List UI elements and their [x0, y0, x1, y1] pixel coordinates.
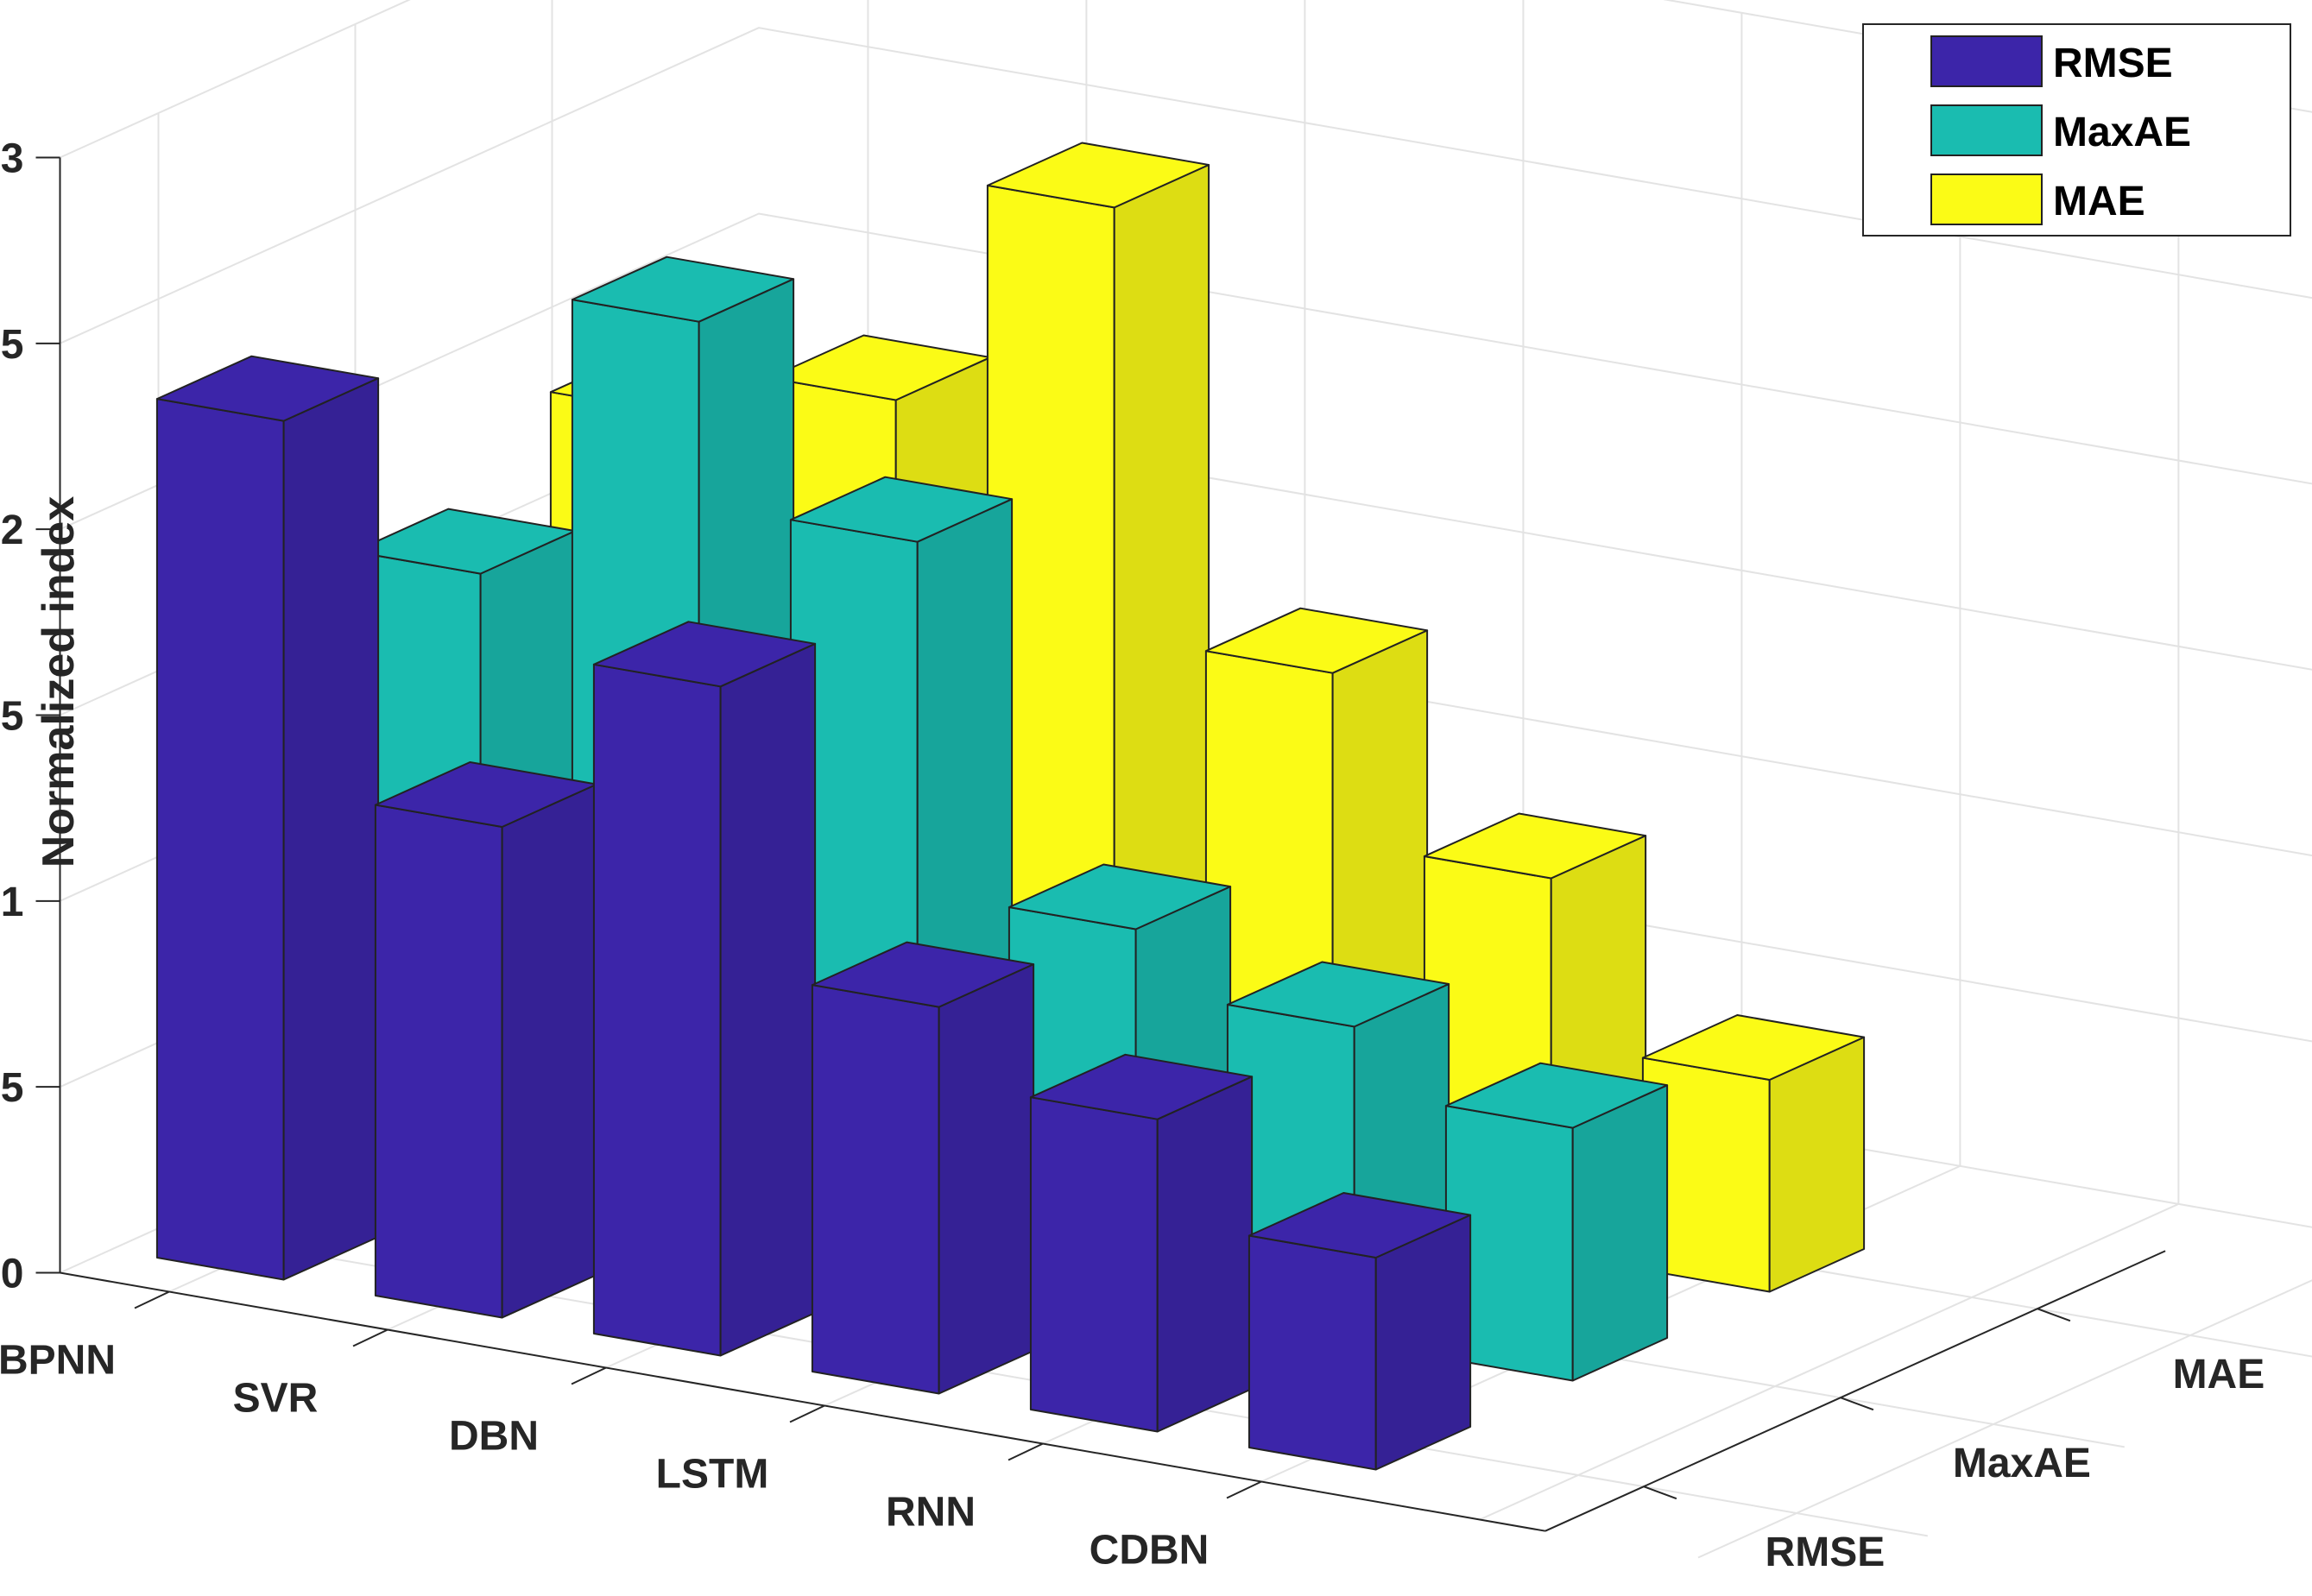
bar-mae-cdbn: [1641, 1014, 1866, 1293]
gridline-floor: [1479, 1202, 2179, 1521]
depth-axis-line: [1544, 1250, 2166, 1532]
bar-side-face: [501, 783, 598, 1319]
legend-label-rmse: RMSE: [2053, 41, 2173, 86]
x-axis-line: [60, 1271, 1546, 1532]
bar-top-face: [811, 941, 1035, 1008]
bar-top-face: [1226, 961, 1450, 1028]
legend-swatch-maxae: [1930, 104, 2043, 156]
bar-side-face: [719, 642, 817, 1357]
bar-rmse-lstm: [811, 941, 1035, 1395]
legend-swatch-mae: [1930, 173, 2043, 225]
bar-front-face: [374, 804, 503, 1319]
bars: [155, 142, 1866, 1471]
bar-top-face: [1008, 863, 1232, 930]
bar-side-face: [1156, 1076, 1254, 1433]
y-tick-label: 0.2: [0, 508, 24, 553]
bar-top-face: [592, 621, 817, 688]
bar-rmse-dbn: [592, 621, 817, 1357]
bar-side-face: [938, 963, 1035, 1395]
y-tick-label: 0: [1, 1252, 24, 1297]
depth-tick-label: MAE: [2173, 1352, 2265, 1397]
depth-tick: [2037, 1308, 2071, 1322]
bar-rmse-rnn: [1029, 1053, 1254, 1433]
bar-top-face: [1029, 1053, 1254, 1120]
legend-label-mae: MAE: [2053, 179, 2145, 224]
x-tick: [134, 1290, 170, 1309]
x-tick: [352, 1328, 388, 1347]
bar-front-face: [592, 663, 722, 1357]
depth-tick: [1643, 1486, 1677, 1500]
bar-top-face: [1423, 812, 1647, 880]
depth-tick-label: MaxAE: [1953, 1441, 2091, 1486]
bar-side-face: [1374, 1214, 1472, 1471]
bar-top-face: [155, 355, 380, 422]
x-tick-label: BPNN: [0, 1338, 116, 1384]
legend-swatch-rmse: [1930, 35, 2043, 87]
bar-front-face: [1248, 1234, 1377, 1471]
x-tick: [789, 1404, 825, 1423]
bar-top-face: [1204, 607, 1429, 674]
x-tick-label: DBN: [449, 1414, 539, 1460]
legend: RMSE MaxAE MAE: [1862, 23, 2291, 237]
axes: [35, 156, 2166, 1532]
bar-rmse-svr: [374, 761, 598, 1319]
bar-top-face: [1248, 1192, 1472, 1259]
depth-tick: [1840, 1397, 1874, 1411]
bar-top-face: [571, 255, 795, 323]
bar-side-face: [282, 377, 380, 1281]
x-tick-label: CDBN: [1090, 1528, 1210, 1574]
bar-rmse-bpnn: [155, 355, 380, 1281]
bar-side-face: [1768, 1036, 1866, 1293]
x-tick-label: RNN: [886, 1490, 976, 1536]
x-tick: [571, 1366, 607, 1385]
depth-tick-label: RMSE: [1766, 1530, 1886, 1575]
legend-label-maxae: MaxAE: [2053, 110, 2191, 155]
y-tick-label: 0.25: [0, 322, 24, 368]
y-tick-label: 0.15: [0, 694, 24, 740]
x-tick: [1226, 1480, 1262, 1499]
x-tick-label: SVR: [233, 1376, 319, 1422]
gridline-floor: [1697, 1279, 2312, 1559]
bar-side-face: [1571, 1084, 1669, 1382]
bar-top-face: [1641, 1014, 1866, 1081]
bar-rmse-cdbn: [1248, 1192, 1472, 1471]
bar-front-face: [1029, 1096, 1159, 1433]
bar-front-face: [155, 398, 285, 1281]
y-axis-title: Normalized index: [34, 496, 84, 868]
y-tick-label: 0.05: [0, 1065, 24, 1111]
bar-top-face: [986, 142, 1210, 209]
labels: Normalized index 0 0.05 0.1 0.15 0.2 0.25 0.3 B…: [0, 136, 2265, 1576]
bar-top-face: [1444, 1062, 1669, 1129]
x-tick: [1008, 1442, 1044, 1461]
bar-maxae-cdbn: [1444, 1062, 1669, 1382]
y-tick-label: 0.3: [0, 136, 24, 182]
x-tick-label: LSTM: [656, 1452, 769, 1498]
bar-front-face: [811, 984, 940, 1395]
bar-top-face: [789, 476, 1014, 543]
y-tick-label: 0.1: [0, 880, 24, 925]
